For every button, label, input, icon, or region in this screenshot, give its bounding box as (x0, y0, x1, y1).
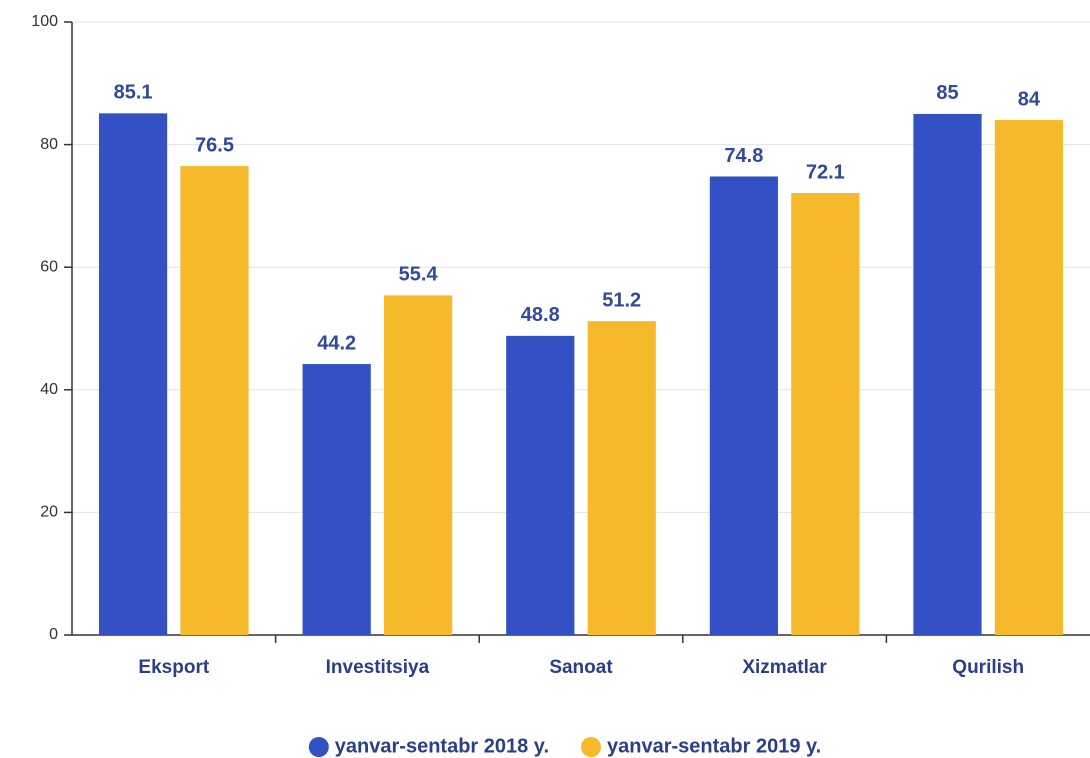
x-tick-label: Investitsiya (326, 657, 430, 678)
y-tick-label: 20 (40, 504, 58, 521)
value-label: 72.1 (806, 161, 845, 183)
bar (506, 335, 575, 635)
y-tick-label: 0 (49, 626, 58, 643)
y-tick-label: 80 (40, 136, 58, 153)
bar (180, 166, 249, 635)
legend-marker (581, 737, 601, 757)
x-tick-label: Xizmatlar (742, 657, 827, 678)
x-tick-label: Sanoat (549, 657, 613, 678)
bar (384, 295, 453, 635)
legend-label: yanvar-sentabr 2019 y. (607, 735, 821, 757)
bar (913, 113, 982, 635)
x-tick-label: Eksport (138, 657, 209, 678)
bar (98, 113, 168, 636)
value-label: 84 (1018, 88, 1041, 110)
legend-label: yanvar-sentabr 2018 y. (335, 735, 549, 757)
legend: yanvar-sentabr 2018 y. yanvar-sentabr 201… (308, 735, 821, 757)
value-label: 85.1 (114, 82, 153, 104)
bar (709, 176, 778, 635)
bar (791, 193, 860, 636)
value-label: 85 (936, 82, 958, 104)
y-tick-label: 60 (40, 258, 58, 275)
y-tick-label: 100 (31, 13, 58, 30)
legend-marker (308, 737, 329, 757)
value-label: 44.2 (317, 332, 356, 354)
bar (302, 364, 371, 635)
bar (994, 120, 1064, 635)
x-tick-label: Qurilish (952, 657, 1024, 678)
bar (587, 321, 656, 635)
value-label: 55.4 (399, 264, 439, 286)
value-label: 76.5 (195, 134, 234, 156)
value-label: 51.2 (602, 289, 641, 311)
value-label: 74.8 (724, 145, 763, 167)
value-label: 48.8 (521, 304, 560, 326)
y-tick-label: 40 (40, 381, 58, 398)
